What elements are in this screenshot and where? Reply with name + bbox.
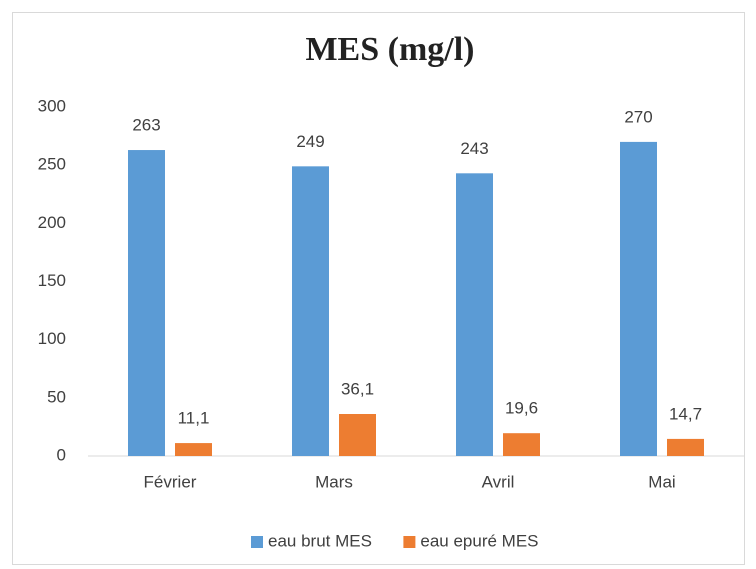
data-label: 36,1 — [341, 379, 374, 398]
data-label: 263 — [132, 116, 160, 135]
data-label: 249 — [296, 132, 324, 151]
y-tick-label: 200 — [38, 213, 66, 232]
legend-swatch — [403, 536, 416, 548]
x-tick-label: Avril — [482, 472, 515, 491]
y-tick-label: 300 — [38, 96, 66, 115]
bar — [667, 438, 704, 456]
data-label: 243 — [460, 139, 488, 158]
legend-swatch — [251, 536, 263, 548]
data-label: 19,6 — [505, 399, 538, 418]
y-tick-label: 250 — [38, 155, 66, 174]
y-tick-label: 150 — [38, 271, 66, 290]
bar — [128, 150, 165, 456]
data-label: 14,7 — [669, 404, 702, 423]
y-tick-label: 0 — [57, 445, 66, 464]
x-tick-label: Mai — [648, 472, 675, 491]
bar — [620, 141, 657, 456]
bar — [292, 166, 329, 456]
data-label: 270 — [624, 107, 652, 126]
data-label: 11,1 — [178, 409, 210, 428]
y-tick-label: 100 — [38, 329, 66, 348]
x-tick-label: Mars — [315, 472, 353, 491]
y-tick-label: 50 — [47, 387, 66, 406]
x-tick-label: Février — [144, 472, 197, 491]
legend-label: eau epuré MES — [420, 531, 538, 550]
bar — [175, 443, 212, 456]
legend-label: eau brut MES — [268, 531, 372, 550]
bar — [339, 414, 376, 456]
bar — [456, 173, 493, 456]
bar — [503, 433, 540, 456]
chart-title: MES (mg/l) — [305, 31, 474, 68]
